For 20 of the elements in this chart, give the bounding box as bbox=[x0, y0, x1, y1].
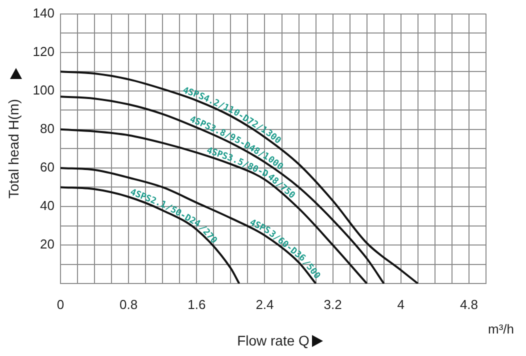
x-tick-label: 4.8 bbox=[460, 296, 478, 312]
y-axis-title: Total head H(m) bbox=[5, 98, 22, 198]
y-tick-label: 20 bbox=[40, 236, 54, 252]
y-tick-label: 40 bbox=[40, 198, 54, 214]
x-tick-label: 0 bbox=[56, 296, 64, 312]
text: 4SPS2.1/50-D24/270 bbox=[128, 188, 219, 246]
line-series bbox=[60, 186, 240, 284]
y-tick-label: 60 bbox=[40, 160, 54, 175]
y-tick-label: 140 bbox=[32, 5, 54, 20]
y-tick-label: 100 bbox=[32, 82, 54, 98]
x-tick-label: 1.6 bbox=[188, 296, 206, 312]
x-tick-label: 2.4 bbox=[256, 296, 274, 312]
y-tick-label: 80 bbox=[40, 121, 54, 136]
x-axis-title: Flow rate Q bbox=[237, 332, 310, 348]
text: m³/h bbox=[488, 322, 514, 337]
x-tick-label: 4 bbox=[397, 296, 405, 312]
y-tick-label: 120 bbox=[32, 44, 54, 59]
x-tick-label: 3.2 bbox=[324, 296, 342, 312]
line-series bbox=[60, 70, 419, 284]
x-tick-label: 0.8 bbox=[120, 296, 138, 312]
